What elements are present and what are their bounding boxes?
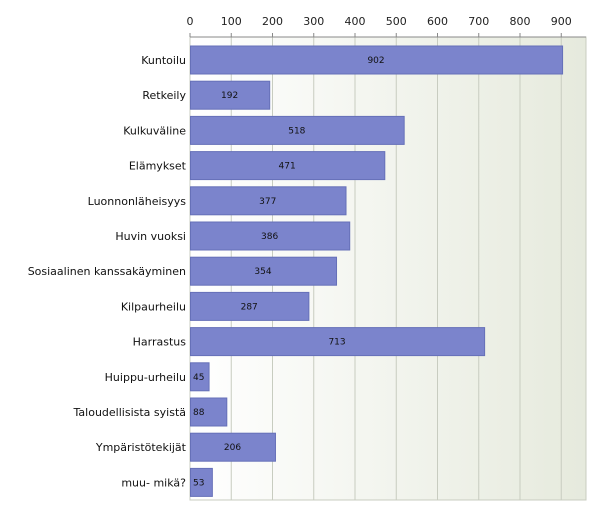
bar-value-label: 53 xyxy=(193,478,204,488)
x-tick-label: 100 xyxy=(221,15,242,28)
bar xyxy=(190,397,228,427)
bar xyxy=(190,45,564,75)
bar-value-label: 287 xyxy=(241,302,258,312)
x-tick-label: 900 xyxy=(551,15,572,28)
x-tick-label: 500 xyxy=(386,15,407,28)
bar-value-label: 386 xyxy=(261,232,278,242)
bar xyxy=(190,327,486,357)
bar-value-label: 902 xyxy=(367,56,384,66)
bar xyxy=(190,151,386,181)
category-label: Kuntoilu xyxy=(141,54,186,67)
category-label: Ympäristötekijät xyxy=(95,441,187,454)
category-label: muu- mikä? xyxy=(121,476,186,489)
category-label: Kilpaurheilu xyxy=(121,300,186,313)
x-tick-label: 300 xyxy=(303,15,324,28)
gridlines xyxy=(230,37,562,500)
category-label: Huippu-urheilu xyxy=(105,371,186,384)
bar xyxy=(190,291,310,321)
category-label: Kulkuväline xyxy=(123,124,186,137)
category-label: Harrastus xyxy=(133,336,187,349)
category-label: Taloudellisista syistä xyxy=(73,406,186,419)
category-label: Sosiaalinen kanssakäyminen xyxy=(28,265,186,278)
category-label: Huvin vuoksi xyxy=(115,230,186,243)
bar-value-label: 88 xyxy=(193,408,205,418)
x-tick-label: 0 xyxy=(187,15,194,28)
category-label: Retkeily xyxy=(142,89,186,102)
x-axis: 0 100 200 300 400 500 600 700 800 900 xyxy=(187,15,586,38)
x-tick-label: 200 xyxy=(262,15,283,28)
bar-value-label: 354 xyxy=(254,267,271,277)
bar xyxy=(190,467,213,497)
bar-value-label: 192 xyxy=(221,91,238,101)
x-tick-label: 600 xyxy=(427,15,448,28)
bar-value-label: 518 xyxy=(288,126,305,136)
bar-value-label: 45 xyxy=(193,373,204,383)
bar xyxy=(190,256,338,286)
category-label: Elämykset xyxy=(129,160,187,173)
bar-value-label: 377 xyxy=(259,197,276,207)
bar xyxy=(190,80,271,110)
bar xyxy=(190,115,405,145)
bar xyxy=(190,186,347,216)
bar xyxy=(190,362,210,392)
bar xyxy=(190,221,351,251)
x-tick-label: 700 xyxy=(468,15,489,28)
bar-value-label: 471 xyxy=(279,162,296,172)
category-labels: Kuntoilu Retkeily Kulkuväline Elämykset Luon… xyxy=(28,54,187,489)
category-label: Luonnonläheisyys xyxy=(88,195,187,208)
x-tick-label: 400 xyxy=(345,15,366,28)
bar-value-label: 713 xyxy=(328,338,345,348)
bar xyxy=(190,432,276,462)
bar-value-label: 206 xyxy=(224,443,241,453)
bars: 902 192 518 471 377 386 354 287 713 45 88 206 53 xyxy=(190,45,564,497)
x-tick-label: 800 xyxy=(510,15,531,28)
